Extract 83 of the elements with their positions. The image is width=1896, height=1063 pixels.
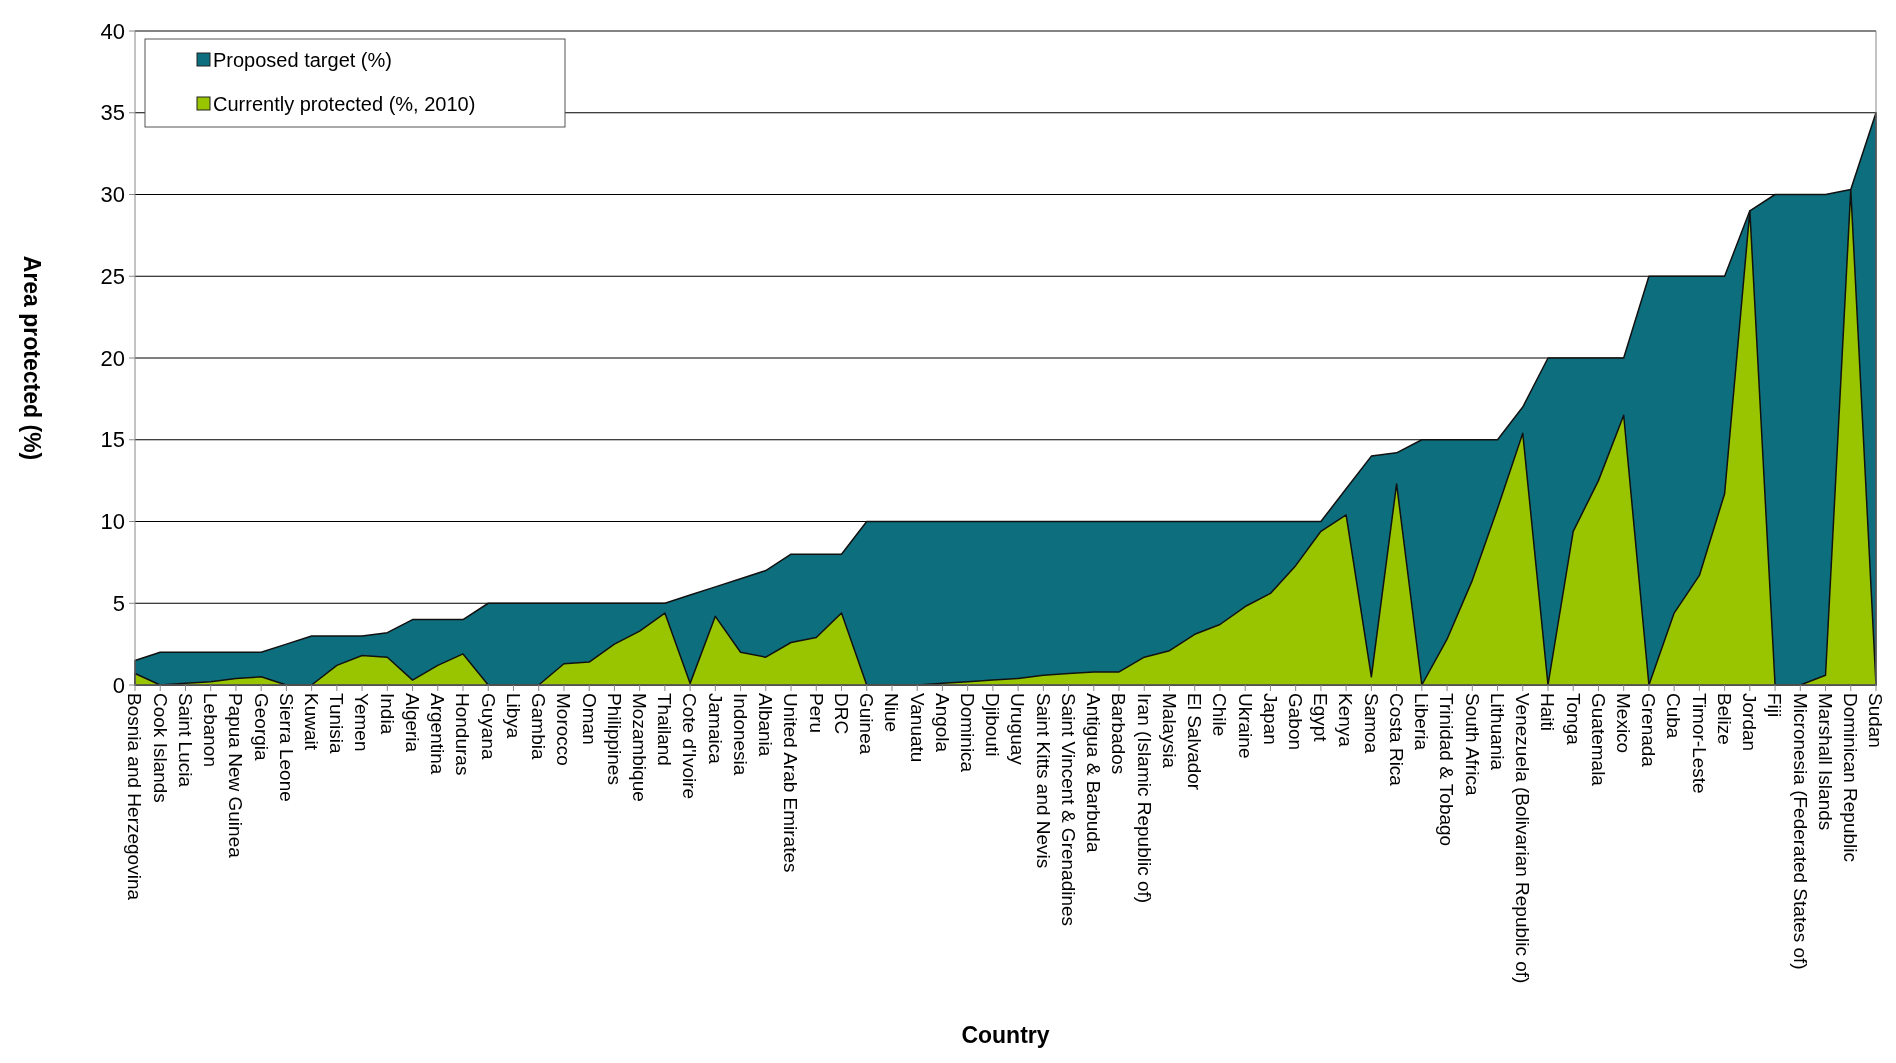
x-tick-label: Papua New Guinea: [225, 693, 247, 859]
x-axis-title: Country: [961, 1022, 1050, 1048]
x-tick-label: Saint Kitts and Nevis: [1032, 693, 1054, 869]
x-tick-label: Lebanon: [200, 693, 222, 767]
x-tick-label: Fiji: [1764, 693, 1786, 718]
x-tick-label: Mexico: [1613, 693, 1635, 754]
x-tick-label: Algeria: [401, 693, 423, 753]
x-tick-label: Japan: [1259, 693, 1281, 745]
x-tick-label: Jamaica: [704, 693, 726, 765]
x-tick-label: Samoa: [1360, 693, 1382, 754]
x-tick-label: Oman: [578, 693, 600, 745]
x-tick-label: Tunisia: [326, 693, 348, 754]
x-tick-label: Argentina: [427, 693, 449, 775]
y-axis-title: Area protected (%): [19, 255, 45, 461]
x-tick-label: Timor-Leste: [1688, 693, 1710, 794]
x-tick-label: Niue: [881, 693, 903, 733]
x-tick-label: Guatemala: [1587, 693, 1609, 787]
x-tick-label: United Arab Emirates: [780, 693, 802, 873]
x-tick-label: Thailand: [654, 693, 676, 766]
y-tick-label: 5: [112, 590, 125, 616]
x-tick-label: Vanuatu: [906, 693, 928, 763]
x-tick-label: Uruguay: [1007, 693, 1029, 766]
x-tick-label: Morocco: [553, 693, 575, 766]
x-tick-label: Sudan: [1865, 693, 1887, 748]
x-tick-label: Dominica: [957, 693, 978, 773]
y-tick-label: 40: [100, 18, 125, 44]
y-tick-label: 25: [100, 263, 125, 289]
x-tick-label: Indonesia: [729, 693, 751, 776]
legend-label: Currently protected (%, 2010): [213, 93, 476, 115]
y-tick-label: 15: [100, 427, 125, 453]
x-tick-label: Costa Rica: [1385, 693, 1407, 787]
x-tick-label: Libya: [502, 693, 524, 739]
x-tick-label: Cuba: [1663, 693, 1685, 739]
x-tick-label: Yemen: [351, 693, 373, 752]
x-tick-label: Peru: [805, 693, 827, 734]
x-tick-label: Malaysia: [1158, 693, 1180, 769]
x-tick-label: Saint Lucia: [174, 693, 196, 788]
x-tick-label: Lithuania: [1486, 693, 1508, 771]
x-tick-label: Guyana: [477, 693, 499, 760]
y-tick-label: 0: [112, 672, 125, 698]
x-tick-label: Bosnia and Herzegovina: [124, 693, 146, 901]
x-tick-label: Mozambique: [628, 693, 650, 802]
x-tick-label: Venezuela (Bolivarian Republic of): [1512, 693, 1534, 984]
x-tick-label: South Africa: [1461, 693, 1483, 796]
x-tick-label: Barbados: [1108, 693, 1130, 775]
x-tick-label: Cook Islands: [149, 693, 171, 803]
x-tick-label: Jordan: [1739, 693, 1761, 752]
x-tick-label: Djibouti: [982, 693, 1004, 757]
x-tick-label: Trinidad & Tobago: [1436, 693, 1458, 847]
x-tick-label: Georgia: [250, 693, 272, 762]
x-tick-label: Iran (Islamic Republic of): [1133, 693, 1155, 904]
x-tick-label: Haiti: [1537, 693, 1559, 732]
x-tick-label: Guinea: [856, 693, 878, 755]
x-tick-label: El Salvador: [1184, 693, 1206, 791]
x-tick-label: Saint Vincent & Grenadines: [1057, 693, 1079, 927]
y-tick-label: 10: [100, 509, 125, 535]
x-tick-label: Ukraine: [1234, 693, 1256, 759]
legend-label: Proposed target (%): [213, 49, 392, 71]
x-tick-label: India: [376, 693, 398, 735]
x-tick-label: Kuwait: [300, 693, 322, 751]
x-tick-label: Tonga: [1562, 693, 1584, 746]
x-tick-label: Honduras: [452, 693, 474, 776]
x-tick-label: Dominican Republic: [1840, 693, 1862, 862]
x-tick-label: Angola: [931, 693, 953, 753]
x-tick-label: Albania: [755, 693, 777, 757]
x-tick-label: Marshall Islands: [1814, 693, 1836, 831]
x-tick-label: Sierra Leone: [275, 693, 297, 802]
x-tick-label: Philippines: [603, 693, 625, 785]
x-tick-label: Grenada: [1638, 693, 1660, 768]
x-tick-label: Cote d'Ivoire: [679, 693, 701, 800]
x-tick-label: Egypt: [1310, 693, 1332, 743]
x-tick-label: Kenya: [1335, 693, 1357, 748]
y-tick-label: 30: [100, 182, 125, 208]
x-tick-label: Antigua & Barbuda: [1083, 693, 1105, 853]
y-tick-label: 35: [100, 100, 125, 126]
x-tick-label: Gabon: [1285, 693, 1307, 751]
x-tick-label: DRC: [830, 693, 852, 735]
y-tick-label: 20: [100, 345, 125, 371]
x-tick-label: Chile: [1209, 693, 1231, 737]
x-tick-label: Liberia: [1411, 693, 1433, 751]
x-tick-label: Belize: [1713, 693, 1735, 745]
x-tick-label: Gambia: [528, 693, 550, 760]
x-tick-label: Micronesia (Federated States of): [1789, 693, 1811, 970]
